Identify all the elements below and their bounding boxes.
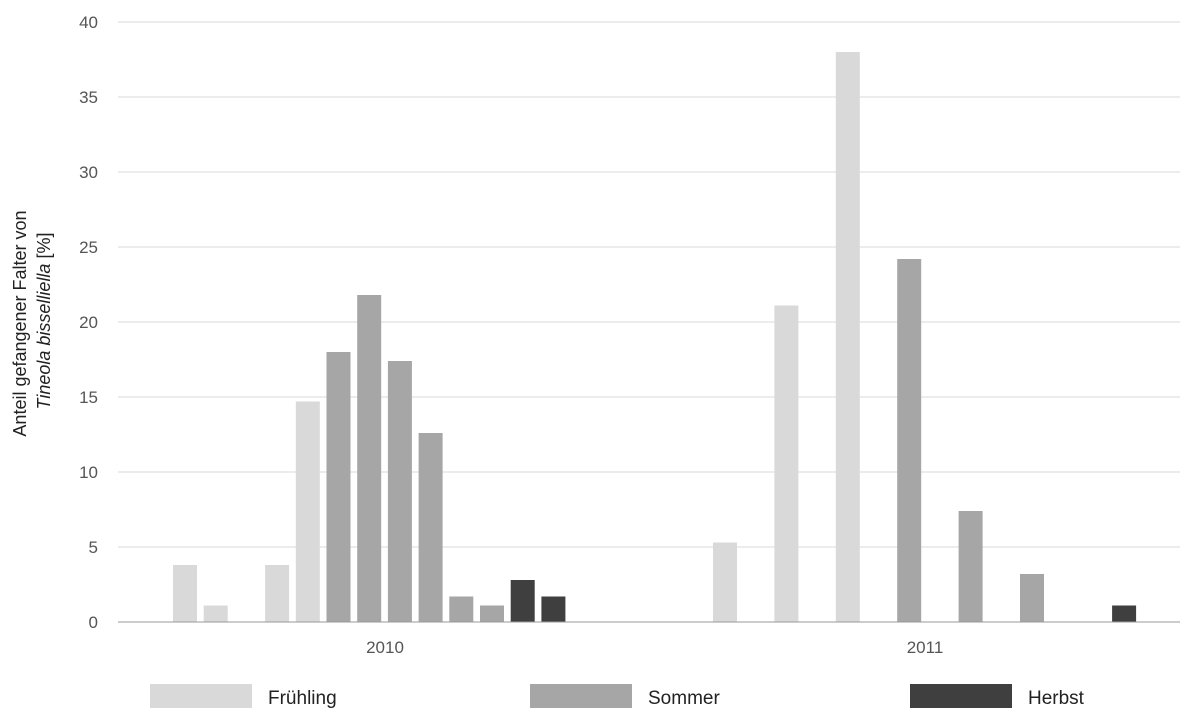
bar-2010-13 (541, 596, 566, 622)
y-tick-label: 40 (79, 13, 98, 32)
legend-label-1: Frühling (268, 688, 337, 709)
y-tick-label: 10 (79, 463, 98, 482)
y-axis-label-line2: Tineola bisselliella [%] (34, 233, 54, 410)
bar-2010-1 (173, 565, 197, 622)
bar-2010-8 (387, 361, 412, 622)
y-axis-label-species: Tineola bisselliella (34, 264, 54, 410)
y-tick-label: 0 (89, 613, 98, 632)
bar-2010-6 (326, 352, 351, 622)
bar-2010-7 (357, 295, 382, 622)
legend: Frühling Sommer Herbst (150, 684, 1085, 709)
legend-label-2: Sommer (648, 688, 720, 709)
y-tick-label: 5 (89, 538, 98, 557)
y-tick-label: 35 (79, 88, 98, 107)
x-axis-categories: 2010 2011 (366, 638, 943, 657)
bar-2011-11 (1020, 574, 1044, 622)
bars (173, 52, 1137, 622)
bar-2011-7 (897, 259, 922, 622)
bar-2011-14 (1112, 605, 1137, 622)
bar-2010-11 (480, 605, 504, 622)
bar-2011-1 (713, 542, 737, 622)
legend-label-3: Herbst (1028, 688, 1085, 709)
bar-2010-4 (265, 565, 290, 622)
legend-swatch-1 (150, 684, 252, 708)
y-axis-label-line1: Anteil gefangener Falter von (10, 210, 30, 436)
y-tick-label: 30 (79, 163, 98, 182)
x-category-label: 2010 (366, 638, 404, 657)
bar-2010-2 (203, 605, 228, 622)
y-axis-ticks: 0 5 10 15 20 25 30 35 40 (79, 13, 98, 632)
legend-swatch-3 (910, 684, 1012, 708)
bar-2011-5 (835, 52, 860, 622)
y-tick-label: 20 (79, 313, 98, 332)
bar-2011-9 (958, 511, 983, 622)
bar-2010-9 (418, 433, 443, 622)
gridlines (118, 21, 1180, 548)
y-axis-label: Anteil gefangener Falter von Tineola bis… (10, 205, 54, 436)
y-tick-label: 15 (79, 388, 98, 407)
x-category-label: 2011 (907, 638, 944, 657)
bar-2010-12 (510, 580, 535, 622)
legend-swatch-2 (530, 684, 632, 708)
bar-2010-10 (449, 596, 474, 622)
y-axis-label-unit: [%] (34, 233, 54, 264)
y-tick-label: 25 (79, 238, 98, 257)
bar-2010-5 (295, 401, 320, 622)
bar-2011-3 (774, 305, 799, 622)
